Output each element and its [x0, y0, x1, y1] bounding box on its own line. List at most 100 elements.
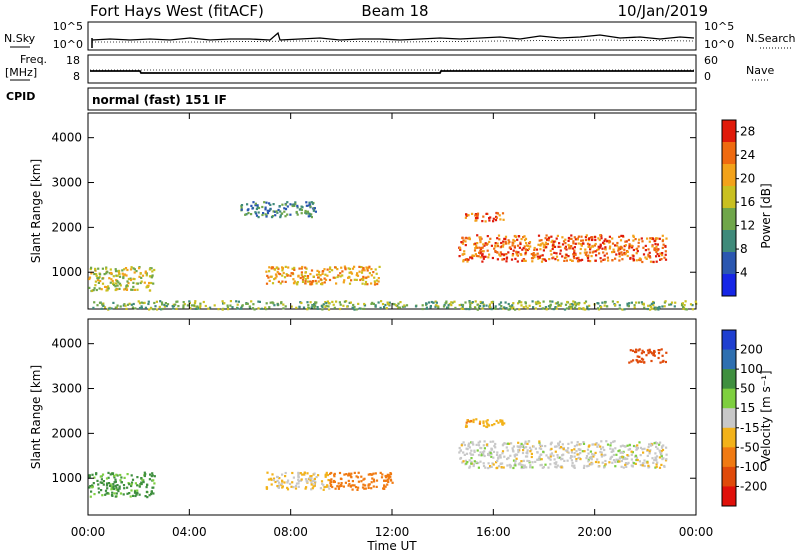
velocity-cell — [501, 462, 504, 465]
power-cell — [654, 308, 657, 311]
velocity-cell — [460, 443, 464, 446]
power-cell — [563, 256, 567, 259]
power-cell — [511, 252, 515, 256]
velocity-cell — [367, 483, 370, 486]
velocity-cell — [131, 478, 135, 481]
power-cell — [304, 211, 307, 214]
power-cell — [312, 275, 315, 278]
power-cell — [425, 307, 428, 310]
power-cell — [97, 281, 100, 284]
power-cell — [91, 289, 94, 292]
velocity-cell — [299, 472, 302, 475]
velocity-cell — [501, 452, 504, 455]
power-cell — [459, 247, 462, 250]
velocity-cell — [606, 443, 610, 446]
power-cell — [584, 236, 587, 239]
power-colorbar-segment — [722, 274, 736, 297]
velocity-cell — [537, 458, 540, 461]
beam-title: Beam 18 — [361, 2, 428, 20]
velocity-cell — [534, 460, 537, 463]
velocity-cell — [627, 448, 630, 451]
power-cell — [524, 252, 527, 255]
power-cell — [114, 268, 117, 271]
velocity-cell — [294, 484, 298, 487]
velocity-cell — [540, 444, 544, 447]
velocity-cell — [362, 483, 365, 486]
power-cell — [481, 246, 484, 249]
power-cell — [296, 213, 299, 216]
velocity-cell — [611, 448, 614, 451]
power-cell — [316, 306, 319, 309]
power-cell — [154, 305, 157, 308]
velocity-cell — [511, 447, 514, 450]
velocity-cell — [386, 483, 389, 486]
velocity-cell — [475, 443, 478, 446]
power-cell — [378, 265, 381, 268]
power-cell — [133, 271, 136, 274]
power-cell — [96, 277, 99, 280]
velocity-cell — [582, 466, 586, 469]
power-cell — [140, 306, 143, 309]
velocity-cell — [271, 473, 274, 476]
power-cell — [182, 304, 185, 307]
velocity-cell — [614, 460, 617, 463]
velocity-cell — [339, 477, 342, 480]
velocity-cell — [459, 456, 463, 460]
power-cell — [284, 265, 287, 268]
power-cell — [623, 251, 626, 254]
velocity-cell — [521, 445, 524, 448]
velocity-cell — [106, 482, 109, 485]
velocity-colorbar-segment — [722, 427, 736, 448]
power-cell — [202, 300, 205, 304]
velocity-cell — [477, 444, 481, 447]
power-cell — [163, 305, 166, 308]
velocity-cell — [319, 487, 322, 490]
velocity-cell — [654, 452, 657, 455]
velocity-cell — [603, 454, 606, 457]
power-cell — [597, 248, 600, 251]
power-cell — [147, 302, 150, 306]
power-cell — [651, 245, 654, 248]
velocity-cell — [655, 445, 658, 448]
power-cell — [309, 283, 313, 286]
velocity-cell — [486, 425, 489, 429]
velocity-cell — [145, 486, 148, 489]
power-cell — [136, 282, 139, 285]
velocity-cell — [591, 453, 594, 456]
power-cell — [599, 245, 602, 248]
power-cell — [535, 302, 538, 306]
velocity-cell — [638, 441, 641, 444]
velocity-cell — [577, 456, 580, 459]
power-cell — [101, 282, 105, 285]
cpid-text: normal (fast) 151 IF — [92, 93, 227, 107]
power-cell — [100, 288, 103, 291]
velocity-cell — [517, 451, 520, 454]
power-cell — [254, 212, 258, 215]
velocity-cell — [311, 487, 314, 490]
velocity-cell — [582, 441, 585, 444]
power-cell — [624, 240, 627, 243]
power-cell — [519, 242, 522, 246]
velocity-cell — [326, 485, 330, 488]
power-cell — [310, 269, 314, 272]
velocity-cell — [100, 489, 103, 492]
velocity-cell — [499, 456, 502, 459]
power-cell — [324, 278, 328, 281]
velocity-cell — [650, 352, 654, 355]
velocity-cell — [276, 479, 279, 482]
velocity-cell — [603, 448, 606, 452]
nave-tick-high: 60 — [704, 54, 718, 67]
velocity-cell — [506, 457, 509, 461]
power-cell — [674, 301, 677, 304]
power-cell — [300, 267, 303, 270]
power-cell — [589, 246, 592, 249]
power-cell — [555, 237, 558, 240]
power-cell — [245, 302, 248, 305]
velocity-cell — [660, 455, 663, 458]
velocity-cell — [612, 440, 615, 443]
power-cell — [387, 303, 390, 306]
power-cell — [638, 238, 641, 241]
power-cell — [520, 304, 523, 307]
velocity-cell — [480, 447, 483, 450]
power-cell — [538, 256, 541, 259]
